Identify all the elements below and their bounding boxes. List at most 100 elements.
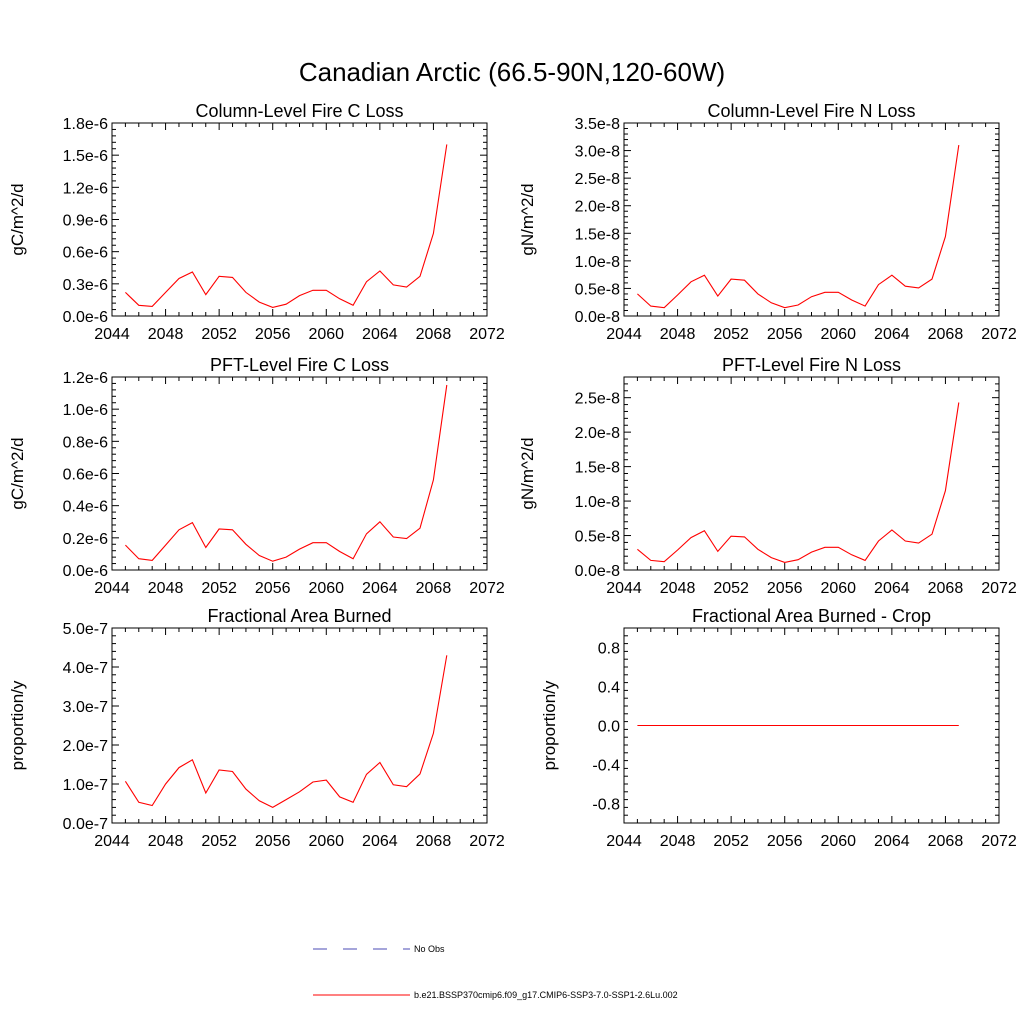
y-tick-label: 2.5e-8	[575, 391, 620, 408]
x-tick-label: 2056	[255, 833, 291, 850]
y-tick-label: 0.6e-6	[63, 467, 108, 484]
x-tick-label: 2048	[660, 833, 696, 850]
y-tick-label: 0.8e-6	[63, 434, 108, 451]
y-tick-label: 1.5e-8	[575, 226, 620, 243]
panel-3: PFT-Level Fire C Loss gC/m^2/d 2044 2048 205…	[8, 355, 505, 597]
series-line	[125, 384, 448, 562]
x-tick-label: 2060	[308, 326, 344, 343]
x-tick-label: 2048	[660, 580, 696, 597]
series-line	[637, 402, 960, 563]
y-axis-label: proportion/y	[8, 680, 27, 770]
x-tick-label: 2068	[416, 580, 452, 597]
x-tick-label: 2060	[308, 833, 344, 850]
x-tick-label: 2044	[94, 833, 130, 850]
x-tick-label: 2064	[362, 580, 398, 597]
y-tick-label: 1.0e-6	[63, 402, 108, 419]
y-tick-label: 5.0e-7	[63, 621, 108, 638]
x-tick-label: 2048	[148, 326, 184, 343]
x-tick-label: 2052	[713, 580, 749, 597]
y-axis-label: proportion/y	[540, 680, 559, 770]
y-tick-label: 0.9e-6	[63, 213, 108, 230]
x-tick-label: 2060	[820, 833, 856, 850]
y-tick-label: 0.6e-6	[63, 245, 108, 262]
plot-frame	[111, 122, 488, 317]
legend-model-label: b.e21.BSSP370cmip6.f09_g17.CMIP6-SSP3-7.…	[414, 990, 678, 1000]
y-axis-label: gC/m^2/d	[8, 437, 27, 509]
x-tick-label: 2072	[981, 326, 1017, 343]
panel-1: Column-Level Fire C Loss gC/m^2/d 2044 2048…	[8, 101, 505, 343]
y-tick-label: 0.0e-7	[63, 816, 108, 833]
x-tick-label: 2044	[94, 326, 130, 343]
y-tick-label: 1.0e-7	[63, 777, 108, 794]
y-tick-label: 1.2e-6	[63, 370, 108, 387]
y-tick-label: 0.0	[598, 719, 620, 736]
y-tick-label: 1.5e-8	[575, 460, 620, 477]
x-tick-label: 2052	[201, 326, 237, 343]
y-tick-label: 1.0e-8	[575, 254, 620, 271]
panel-title: Column-Level Fire N Loss	[707, 101, 915, 121]
panel-title: Fractional Area Burned - Crop	[692, 606, 931, 626]
x-tick-label: 2060	[820, 580, 856, 597]
x-tick-label: 2072	[469, 580, 505, 597]
series-line	[124, 655, 448, 809]
x-tick-label: 2044	[606, 326, 642, 343]
panel-title: PFT-Level Fire N Loss	[722, 355, 901, 375]
y-tick-label: 0.0e-8	[575, 563, 620, 580]
y-tick-label: 1.5e-6	[63, 148, 108, 165]
x-tick-label: 2064	[874, 580, 910, 597]
series-line	[637, 145, 960, 309]
y-tick-label: -0.8	[592, 797, 620, 814]
y-tick-label: 0.0e-6	[63, 309, 108, 326]
legend: No Obs b.e21.BSSP370cmip6.f09_g17.CMIP6-…	[313, 944, 678, 1000]
x-tick-label: 2048	[148, 580, 184, 597]
panel-title: Fractional Area Burned	[207, 606, 391, 626]
x-tick-label: 2052	[201, 580, 237, 597]
plot-frame	[111, 627, 488, 824]
x-tick-label: 2068	[928, 833, 964, 850]
y-tick-label: 2.5e-8	[575, 171, 620, 188]
plot-frame	[623, 122, 1000, 317]
panels: Column-Level Fire C Loss gC/m^2/d 2044 2048…	[8, 101, 1017, 850]
y-tick-label: 0.0e-6	[63, 563, 108, 580]
plot-frame	[623, 376, 1000, 571]
legend-obs-label: No Obs	[414, 944, 445, 954]
x-tick-label: 2064	[874, 326, 910, 343]
panel-title: Column-Level Fire C Loss	[195, 101, 403, 121]
x-tick-label: 2068	[928, 580, 964, 597]
x-tick-label: 2056	[255, 326, 291, 343]
x-tick-label: 2072	[469, 833, 505, 850]
x-tick-label: 2056	[767, 580, 803, 597]
y-tick-label: 1.2e-6	[63, 180, 108, 197]
x-tick-label: 2048	[148, 833, 184, 850]
y-axis-label: gC/m^2/d	[8, 183, 27, 255]
x-tick-label: 2060	[308, 580, 344, 597]
panel-4: PFT-Level Fire N Loss gN/m^2/d 2044 2048 205…	[518, 355, 1017, 597]
panel-6: Fractional Area Burned - Crop proportion/…	[540, 606, 1017, 850]
panel-title: PFT-Level Fire C Loss	[210, 355, 389, 375]
x-tick-label: 2068	[928, 326, 964, 343]
x-tick-label: 2072	[469, 326, 505, 343]
x-tick-label: 2056	[767, 833, 803, 850]
figure-title: Canadian Arctic (66.5-90N,120-60W)	[299, 57, 725, 87]
y-tick-label: 0.4	[598, 680, 620, 697]
x-tick-label: 2048	[660, 326, 696, 343]
x-tick-label: 2052	[713, 326, 749, 343]
y-tick-label: 0.2e-6	[63, 531, 108, 548]
x-tick-label: 2060	[820, 326, 856, 343]
series-line	[125, 144, 448, 308]
x-tick-label: 2064	[362, 326, 398, 343]
y-tick-label: 0.3e-6	[63, 277, 108, 294]
y-tick-label: 3.0e-7	[63, 699, 108, 716]
y-tick-label: 1.8e-6	[63, 116, 108, 133]
x-tick-label: 2068	[416, 833, 452, 850]
y-axis-label: gN/m^2/d	[518, 183, 537, 255]
plot-frame	[111, 376, 488, 571]
x-tick-label: 2052	[713, 833, 749, 850]
panel-2: Column-Level Fire N Loss gN/m^2/d 2044 2048…	[518, 101, 1017, 343]
x-tick-label: 2064	[874, 833, 910, 850]
y-tick-label: 0.0e-8	[575, 309, 620, 326]
y-tick-label: 0.5e-8	[575, 281, 620, 298]
x-tick-label: 2072	[981, 833, 1017, 850]
y-tick-label: 0.8	[598, 641, 620, 658]
